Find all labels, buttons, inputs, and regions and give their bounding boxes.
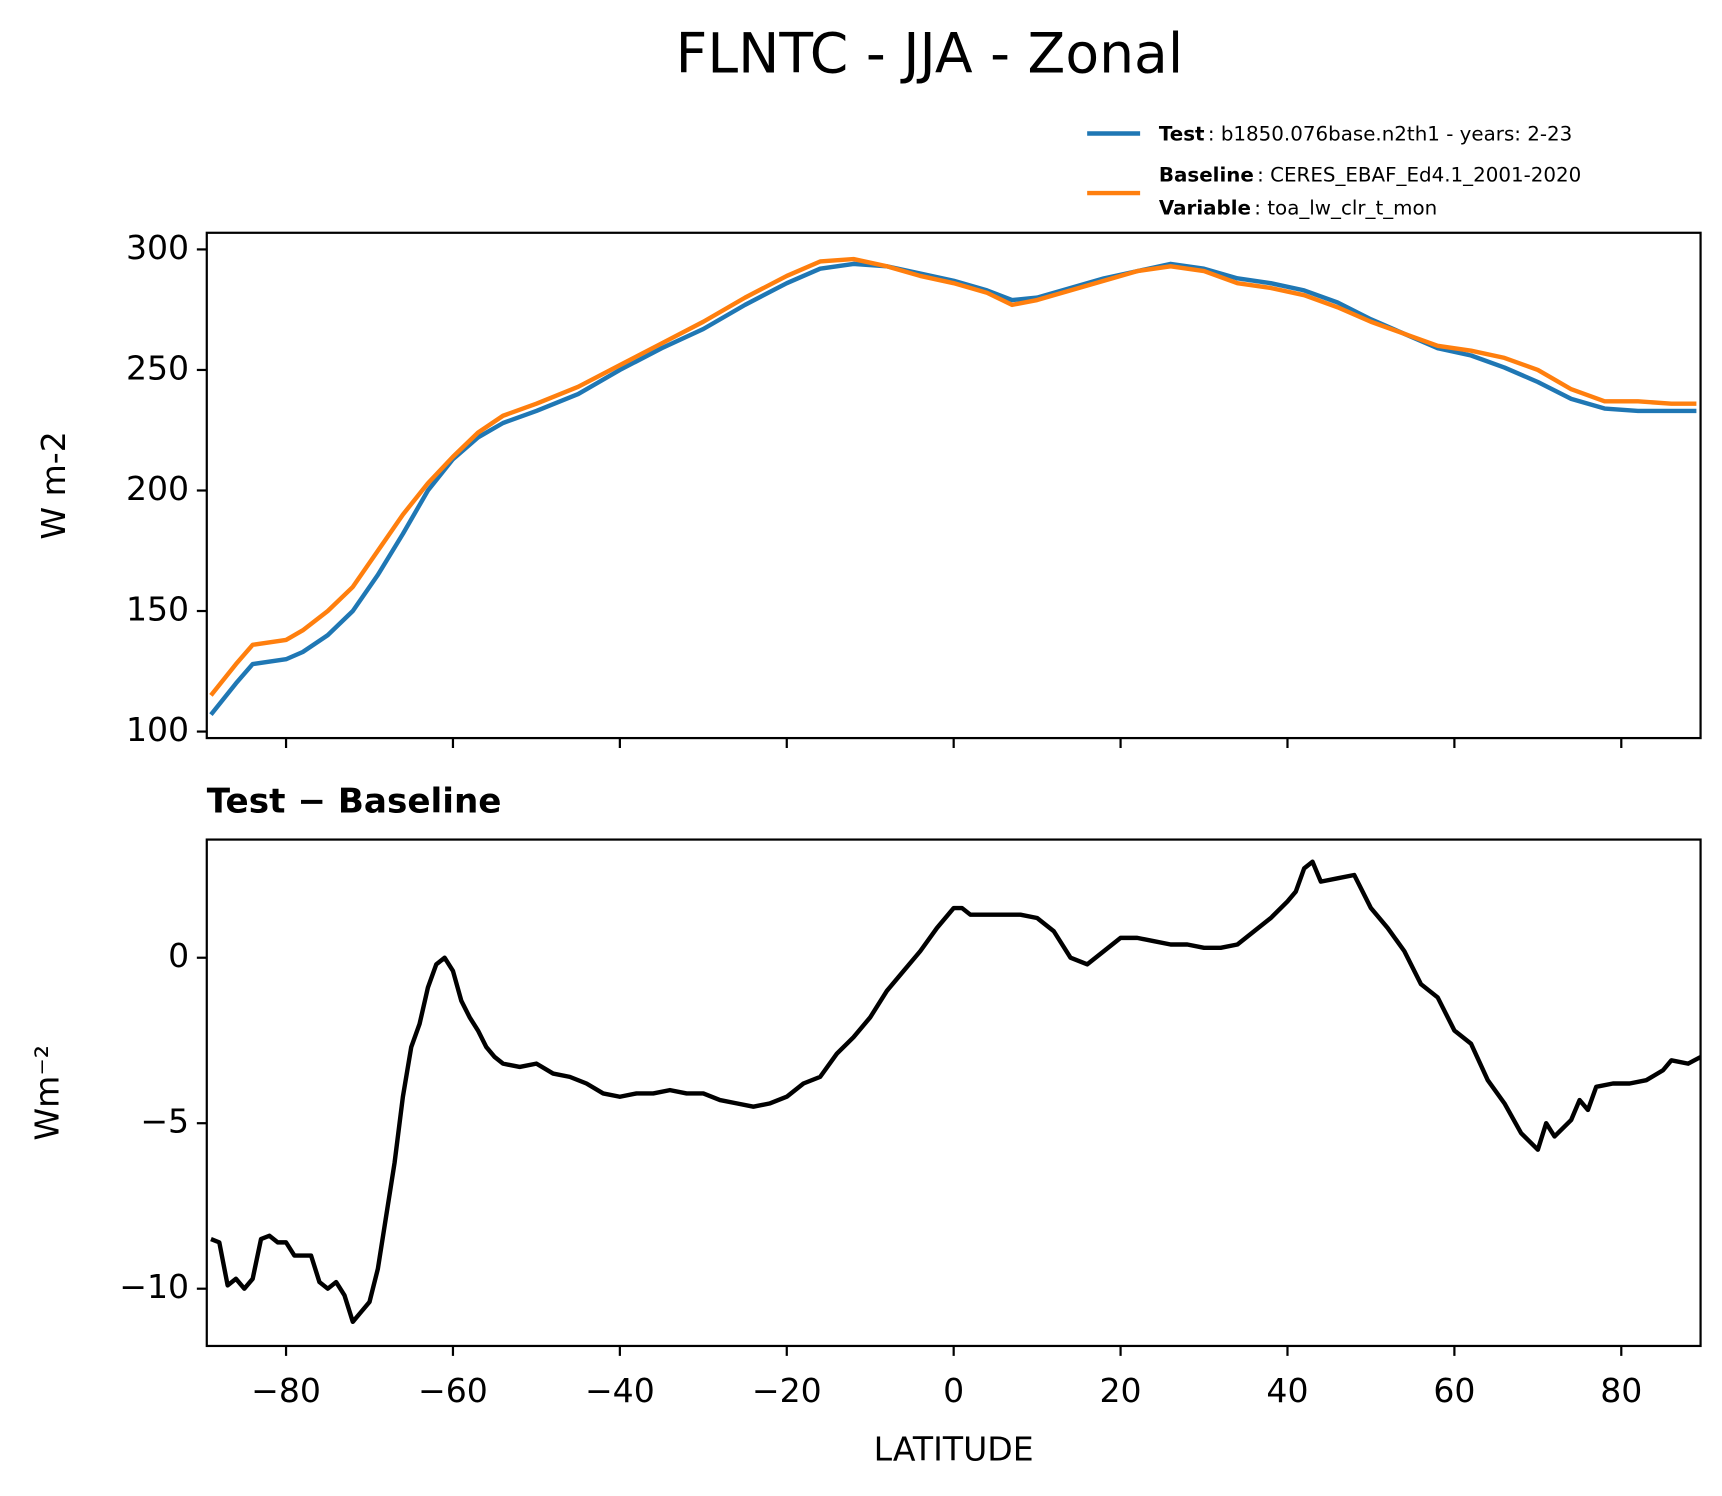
x-axis-label: LATITUDE (874, 1429, 1034, 1468)
legend-entry: Test: b1850.076base.n2th1 - years: 2-23 (1159, 122, 1572, 145)
data-line (209, 261, 1697, 717)
axes-title: Test − Baseline (207, 782, 502, 822)
y-tick-label: 250 (126, 348, 189, 387)
legend-label: : CERES_EBAF_Ed4.1_2001-2020 (1257, 163, 1581, 186)
y-axis-label: W m-2 (34, 431, 73, 539)
y-tick-label: 0 (168, 936, 189, 975)
y-tick-label: −5 (140, 1102, 189, 1141)
x-tick-label: 20 (1100, 1371, 1142, 1410)
legend-entry: Baseline: CERES_EBAF_Ed4.1_2001-2020 (1159, 163, 1581, 186)
x-tick-label: 0 (943, 1371, 964, 1410)
legend-name: Baseline (1159, 163, 1254, 186)
x-tick-label: 60 (1433, 1371, 1475, 1410)
legend-entry: Variable: toa_lw_clr_t_mon (1159, 196, 1437, 219)
x-tick-label: −20 (752, 1371, 822, 1410)
legend-label: : b1850.076base.n2th1 - years: 2-23 (1208, 122, 1572, 145)
y-tick-label: −10 (119, 1267, 189, 1306)
legend-label: : toa_lw_clr_t_mon (1254, 196, 1437, 219)
y-tick-label: 300 (126, 228, 189, 267)
figure-title: FLNTC - JJA - Zonal (676, 22, 1184, 86)
x-tick-label: 80 (1600, 1371, 1642, 1410)
x-tick-label: −40 (585, 1371, 655, 1410)
y-tick-label: 100 (126, 710, 189, 749)
data-line (209, 256, 1697, 697)
x-tick-label: 40 (1266, 1371, 1308, 1410)
legend-name: Variable (1159, 196, 1251, 219)
axes-frame (205, 838, 1702, 1348)
data-line (210, 859, 1701, 1325)
legend-name: Test (1159, 122, 1205, 145)
y-tick-label: 200 (126, 469, 189, 508)
x-tick-label: −80 (251, 1371, 321, 1410)
y-axis-label: Wm⁻² (28, 1045, 67, 1141)
y-tick-label: 150 (126, 590, 189, 629)
x-tick-label: −60 (418, 1371, 488, 1410)
